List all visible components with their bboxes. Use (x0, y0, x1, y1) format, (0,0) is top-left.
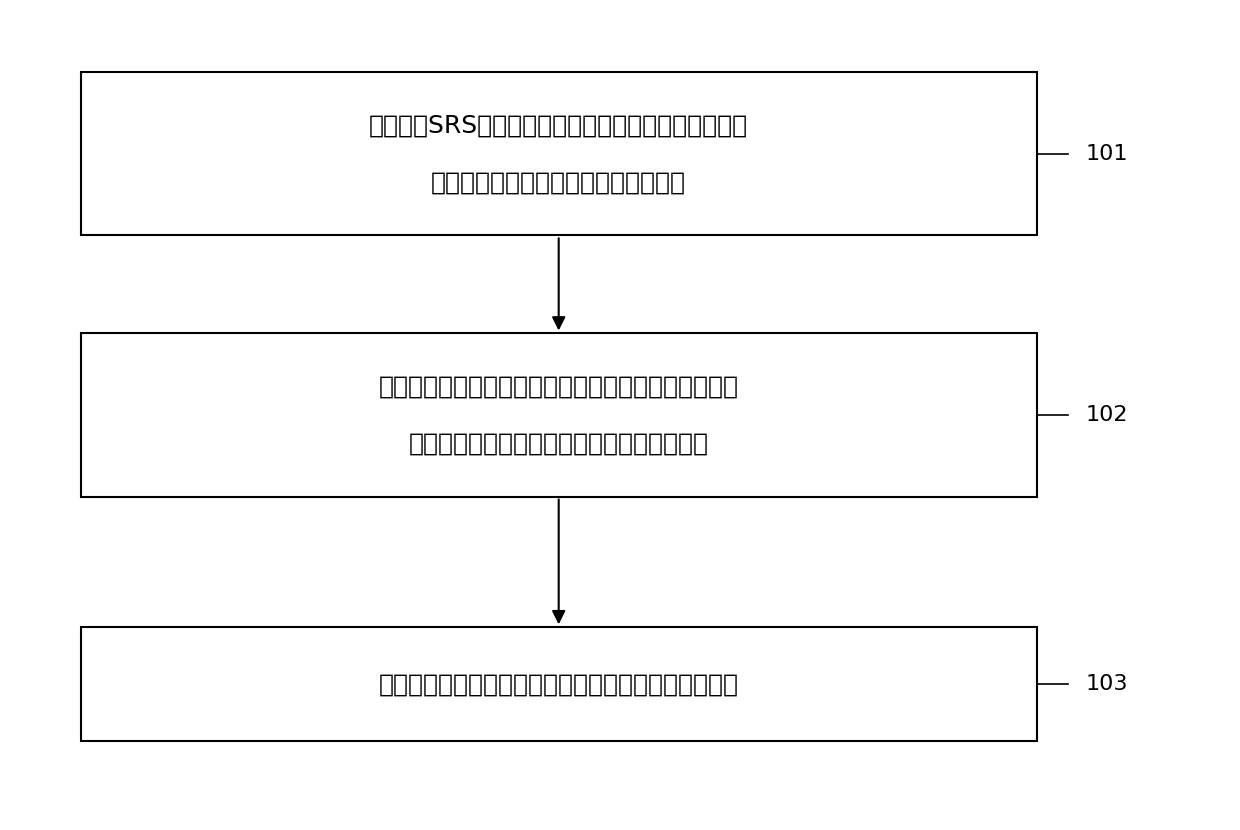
Text: 基站基于获得的下行信道计算权值相位修正因子，并用: 基站基于获得的下行信道计算权值相位修正因子，并用 (378, 374, 739, 398)
Text: 基站通过SRS进行信道估计，得到上行信道，并基于上: 基站通过SRS进行信道估计，得到上行信道，并基于上 (370, 113, 748, 137)
FancyBboxPatch shape (81, 627, 1037, 741)
Text: 103: 103 (1086, 674, 1128, 695)
Text: 所述权值相位修正因子对预编码权值进行修正: 所述权值相位修正因子对预编码权值进行修正 (409, 432, 709, 456)
Text: 102: 102 (1086, 405, 1128, 425)
Text: 101: 101 (1086, 144, 1128, 164)
FancyBboxPatch shape (81, 72, 1037, 236)
Text: 下行信道的互易性获得相应的下行信道: 下行信道的互易性获得相应的下行信道 (432, 170, 686, 194)
Text: 基站根据修正后的预编码权值进行数据的预编码并发送: 基站根据修正后的预编码权值进行数据的预编码并发送 (378, 672, 739, 696)
FancyBboxPatch shape (81, 334, 1037, 496)
